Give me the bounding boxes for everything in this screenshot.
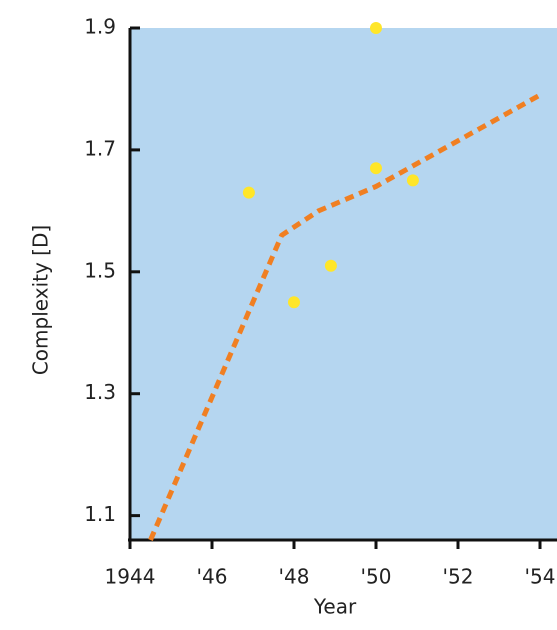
data-point [370,162,382,175]
x-tick-label: '48 [279,565,310,589]
y-tick-label: 1.1 [84,502,116,526]
data-point [242,186,255,199]
trend-line [148,92,542,541]
y-tick-label: 1.3 [84,380,116,404]
plot-background [130,28,557,540]
data-point [288,296,300,309]
x-tick-label: 1944 [105,565,156,589]
y-tick-label: 1.9 [84,15,116,39]
x-axis-label: Year [313,595,357,619]
data-point [406,174,419,187]
data-point [370,22,382,34]
y-tick-label: 1.5 [84,258,116,282]
data-point [324,259,337,272]
y-axis-label: Complexity [D] [29,225,53,375]
y-tick-label: 1.7 [84,136,116,160]
x-tick-label: '52 [443,565,474,589]
x-tick-label: '54 [525,565,556,589]
x-tick-label: '46 [197,565,228,589]
x-tick-label: '50 [361,565,392,589]
